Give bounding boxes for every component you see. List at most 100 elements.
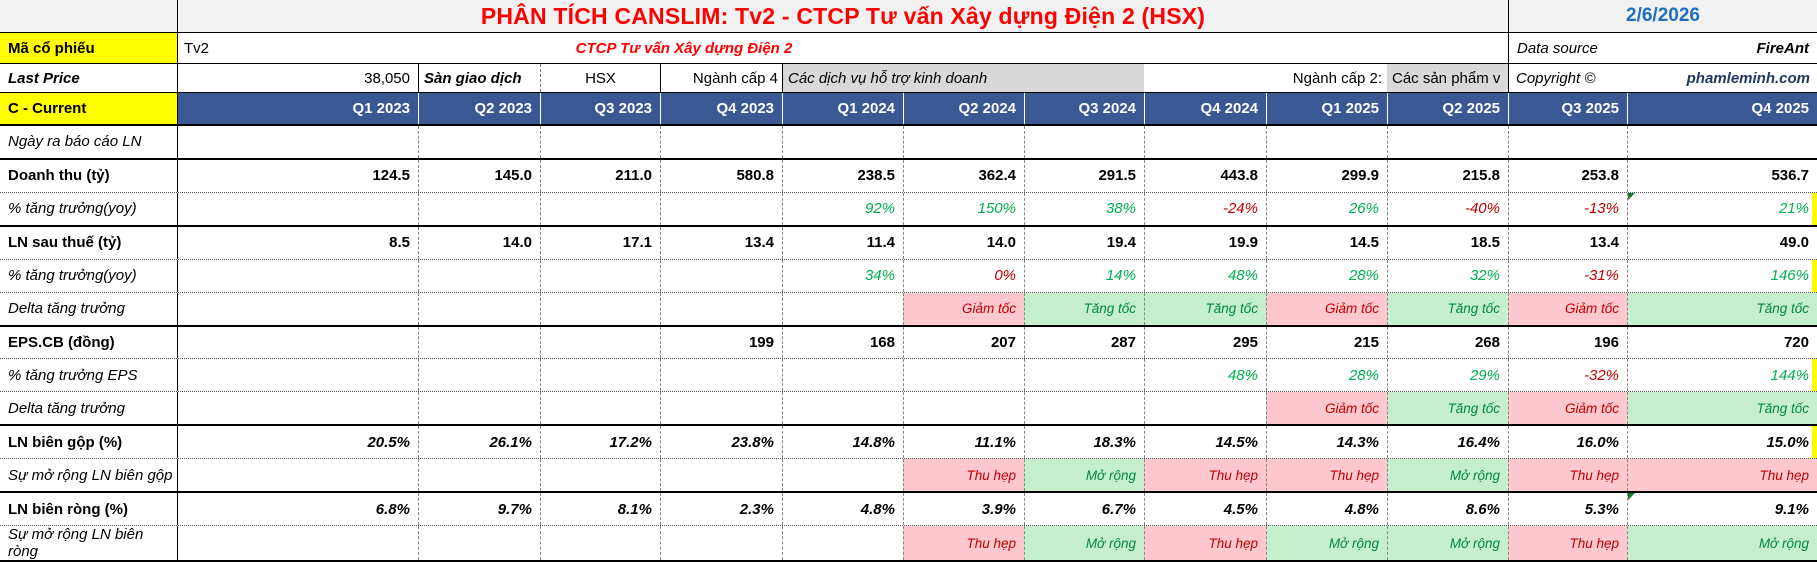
data-cell[interactable]: 11.4	[782, 226, 903, 259]
data-cell[interactable]	[540, 192, 660, 225]
copyright-label[interactable]: Copyright ©	[1508, 64, 1627, 92]
data-cell[interactable]	[540, 259, 660, 292]
data-cell[interactable]: 14.3%	[1266, 426, 1387, 459]
data-cell[interactable]	[540, 459, 660, 492]
industry4-value[interactable]: Các dịch vụ hỗ trợ kinh doanh	[782, 64, 1144, 92]
row-label[interactable]: Sự mở rộng LN biên ròng	[0, 526, 178, 561]
data-cell[interactable]: 144%	[1627, 359, 1817, 392]
data-cell[interactable]: Mở rộng	[1387, 526, 1508, 561]
data-cell[interactable]: Giảm tốc	[1508, 292, 1627, 325]
data-cell[interactable]	[782, 126, 903, 158]
data-cell[interactable]: 11.1%	[903, 426, 1024, 459]
row-label[interactable]: Doanh thu (tỷ)	[0, 159, 178, 192]
data-cell[interactable]: 38%	[1024, 192, 1144, 225]
data-cell[interactable]: 196	[1508, 326, 1627, 359]
data-cell[interactable]: 207	[903, 326, 1024, 359]
data-cell[interactable]: 580.8	[660, 159, 782, 192]
data-cell[interactable]: 150%	[903, 192, 1024, 225]
data-cell[interactable]: 17.2%	[540, 426, 660, 459]
date-cell[interactable]: 2/6/2026	[1508, 0, 1817, 32]
row-label[interactable]: Ngày ra báo cáo LN	[0, 126, 178, 158]
last-price-value[interactable]: 38,050	[364, 69, 410, 87]
data-cell[interactable]: 362.4	[903, 159, 1024, 192]
data-cell[interactable]	[660, 259, 782, 292]
quarter-header[interactable]: Q2 2023	[418, 93, 540, 124]
data-cell[interactable]: 536.7	[1627, 159, 1817, 192]
data-cell[interactable]: Thu hẹp	[903, 526, 1024, 561]
data-cell[interactable]: 145.0	[418, 159, 540, 192]
quarter-header[interactable]: Q4 2024	[1144, 93, 1266, 124]
data-cell[interactable]: 9.1%	[1627, 493, 1817, 526]
quarter-header[interactable]: Q1 2023	[178, 93, 418, 124]
data-cell[interactable]	[418, 192, 540, 225]
data-cell[interactable]	[418, 359, 540, 392]
data-cell[interactable]: Tăng tốc	[1387, 392, 1508, 425]
data-cell[interactable]: 238.5	[782, 159, 903, 192]
data-cell[interactable]	[660, 459, 782, 492]
data-cell[interactable]: 4.5%	[1144, 493, 1266, 526]
data-cell[interactable]: 21%	[1627, 192, 1817, 225]
data-cell[interactable]	[1144, 126, 1266, 158]
data-cell[interactable]: Thu hẹp	[1266, 459, 1387, 492]
data-cell[interactable]: 49.0	[1627, 226, 1817, 259]
data-cell[interactable]: 215.8	[1387, 159, 1508, 192]
data-cell[interactable]: Tăng tốc	[1627, 392, 1817, 425]
data-cell[interactable]	[178, 260, 418, 292]
data-cell[interactable]: 13.4	[1508, 226, 1627, 259]
quarter-header[interactable]: Q4 2025	[1627, 93, 1817, 124]
section-label[interactable]: C - Current	[0, 93, 178, 124]
ticker-value[interactable]: Tv2	[184, 39, 210, 57]
data-cell[interactable]: Giảm tốc	[1266, 392, 1387, 425]
exchange-label[interactable]: Sàn giao dịch	[418, 64, 540, 92]
data-cell[interactable]: 20.5%	[367, 433, 410, 451]
empty-cell[interactable]	[1144, 64, 1266, 92]
data-cell[interactable]	[540, 126, 660, 158]
data-cell[interactable]: 17.1	[540, 226, 660, 259]
data-cell[interactable]	[540, 526, 660, 561]
data-cell[interactable]	[1024, 359, 1144, 392]
data-cell[interactable]	[660, 292, 782, 325]
data-cell[interactable]: 13.4	[660, 226, 782, 259]
data-cell[interactable]: 199	[660, 326, 782, 359]
data-cell[interactable]: 8.1%	[540, 493, 660, 526]
data-cell[interactable]: 34%	[782, 259, 903, 292]
data-cell[interactable]: 23.8%	[660, 426, 782, 459]
data-cell[interactable]	[660, 359, 782, 392]
data-cell[interactable]	[178, 327, 418, 359]
row-label[interactable]: Delta tăng trưởng	[0, 292, 178, 325]
data-cell[interactable]: Tăng tốc	[1144, 292, 1266, 325]
copyright-owner[interactable]: phamleminh.com	[1686, 69, 1810, 87]
data-cell[interactable]: Giảm tốc	[1266, 292, 1387, 325]
data-cell[interactable]: 6.7%	[1024, 493, 1144, 526]
quarter-header[interactable]: Q1 2025	[1266, 93, 1387, 124]
last-price-label[interactable]: Last Price	[0, 64, 178, 92]
data-cell[interactable]: 26.1%	[418, 426, 540, 459]
row-label[interactable]: EPS.CB (đồng)	[0, 326, 178, 359]
row-label[interactable]: LN biên ròng (%)	[0, 493, 178, 526]
data-source-value[interactable]: FireAnt	[1756, 39, 1810, 57]
data-cell[interactable]: 14.8%	[782, 426, 903, 459]
quarter-header[interactable]: Q3 2025	[1508, 93, 1627, 124]
data-cell[interactable]: 4.8%	[782, 493, 903, 526]
data-cell[interactable]	[782, 392, 903, 425]
data-cell[interactable]: Mở rộng	[1266, 526, 1387, 561]
quarter-header[interactable]: Q2 2024	[903, 93, 1024, 124]
data-cell[interactable]: 28%	[1266, 359, 1387, 392]
data-cell[interactable]: 720	[1627, 326, 1817, 359]
row-label[interactable]: Sự mở rộng LN biên gộp	[0, 459, 178, 492]
data-cell[interactable]: 124.5	[372, 167, 410, 185]
data-cell[interactable]: 215	[1266, 326, 1387, 359]
data-cell[interactable]	[178, 293, 418, 325]
data-cell[interactable]: 4.8%	[1266, 493, 1387, 526]
industry2-label[interactable]: Ngành cấp 2:	[1292, 69, 1382, 87]
data-cell[interactable]: 287	[1024, 326, 1144, 359]
corner-cell[interactable]	[0, 0, 178, 32]
data-cell[interactable]: 48%	[1144, 259, 1266, 292]
data-cell[interactable]: Thu hẹp	[1144, 459, 1266, 492]
data-cell[interactable]: Tăng tốc	[1024, 292, 1144, 325]
data-cell[interactable]	[178, 193, 418, 225]
data-cell[interactable]	[660, 392, 782, 425]
data-cell[interactable]: Tăng tốc	[1627, 292, 1817, 325]
data-cell[interactable]: Thu hẹp	[1508, 526, 1627, 561]
data-cell[interactable]: 9.7%	[418, 493, 540, 526]
